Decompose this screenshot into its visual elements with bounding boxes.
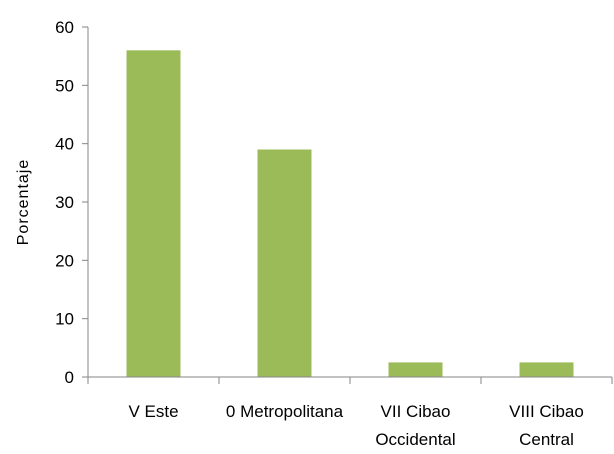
x-tick-label-3: VIII Cibao Central bbox=[509, 402, 584, 449]
x-tick-label-1: 0 Metropolitana bbox=[226, 402, 344, 421]
x-tick-label-0: V Este bbox=[128, 402, 178, 421]
bars-group bbox=[126, 50, 574, 377]
x-tick-label-2: VII Cibao Occidental bbox=[375, 402, 455, 449]
bar-0 bbox=[126, 50, 181, 377]
bar-2 bbox=[388, 362, 443, 377]
y-tick-label-4: 40 bbox=[55, 135, 74, 154]
bar-3 bbox=[519, 362, 574, 377]
y-tick-label-1: 10 bbox=[55, 310, 74, 329]
y-tick-label-2: 20 bbox=[55, 251, 74, 270]
y-tick-label-6: 60 bbox=[55, 18, 74, 37]
labels-group: 0 10 20 30 40 50 60 V Este 0 Metropolitana VII Ci… bbox=[55, 18, 584, 449]
bar-1 bbox=[257, 149, 312, 377]
y-tick-label-0: 0 bbox=[65, 368, 74, 387]
y-tick-label-3: 30 bbox=[55, 193, 74, 212]
y-axis-title: Porcentaje bbox=[15, 159, 32, 246]
y-tick-label-5: 50 bbox=[55, 76, 74, 95]
axes-group bbox=[82, 26, 613, 384]
